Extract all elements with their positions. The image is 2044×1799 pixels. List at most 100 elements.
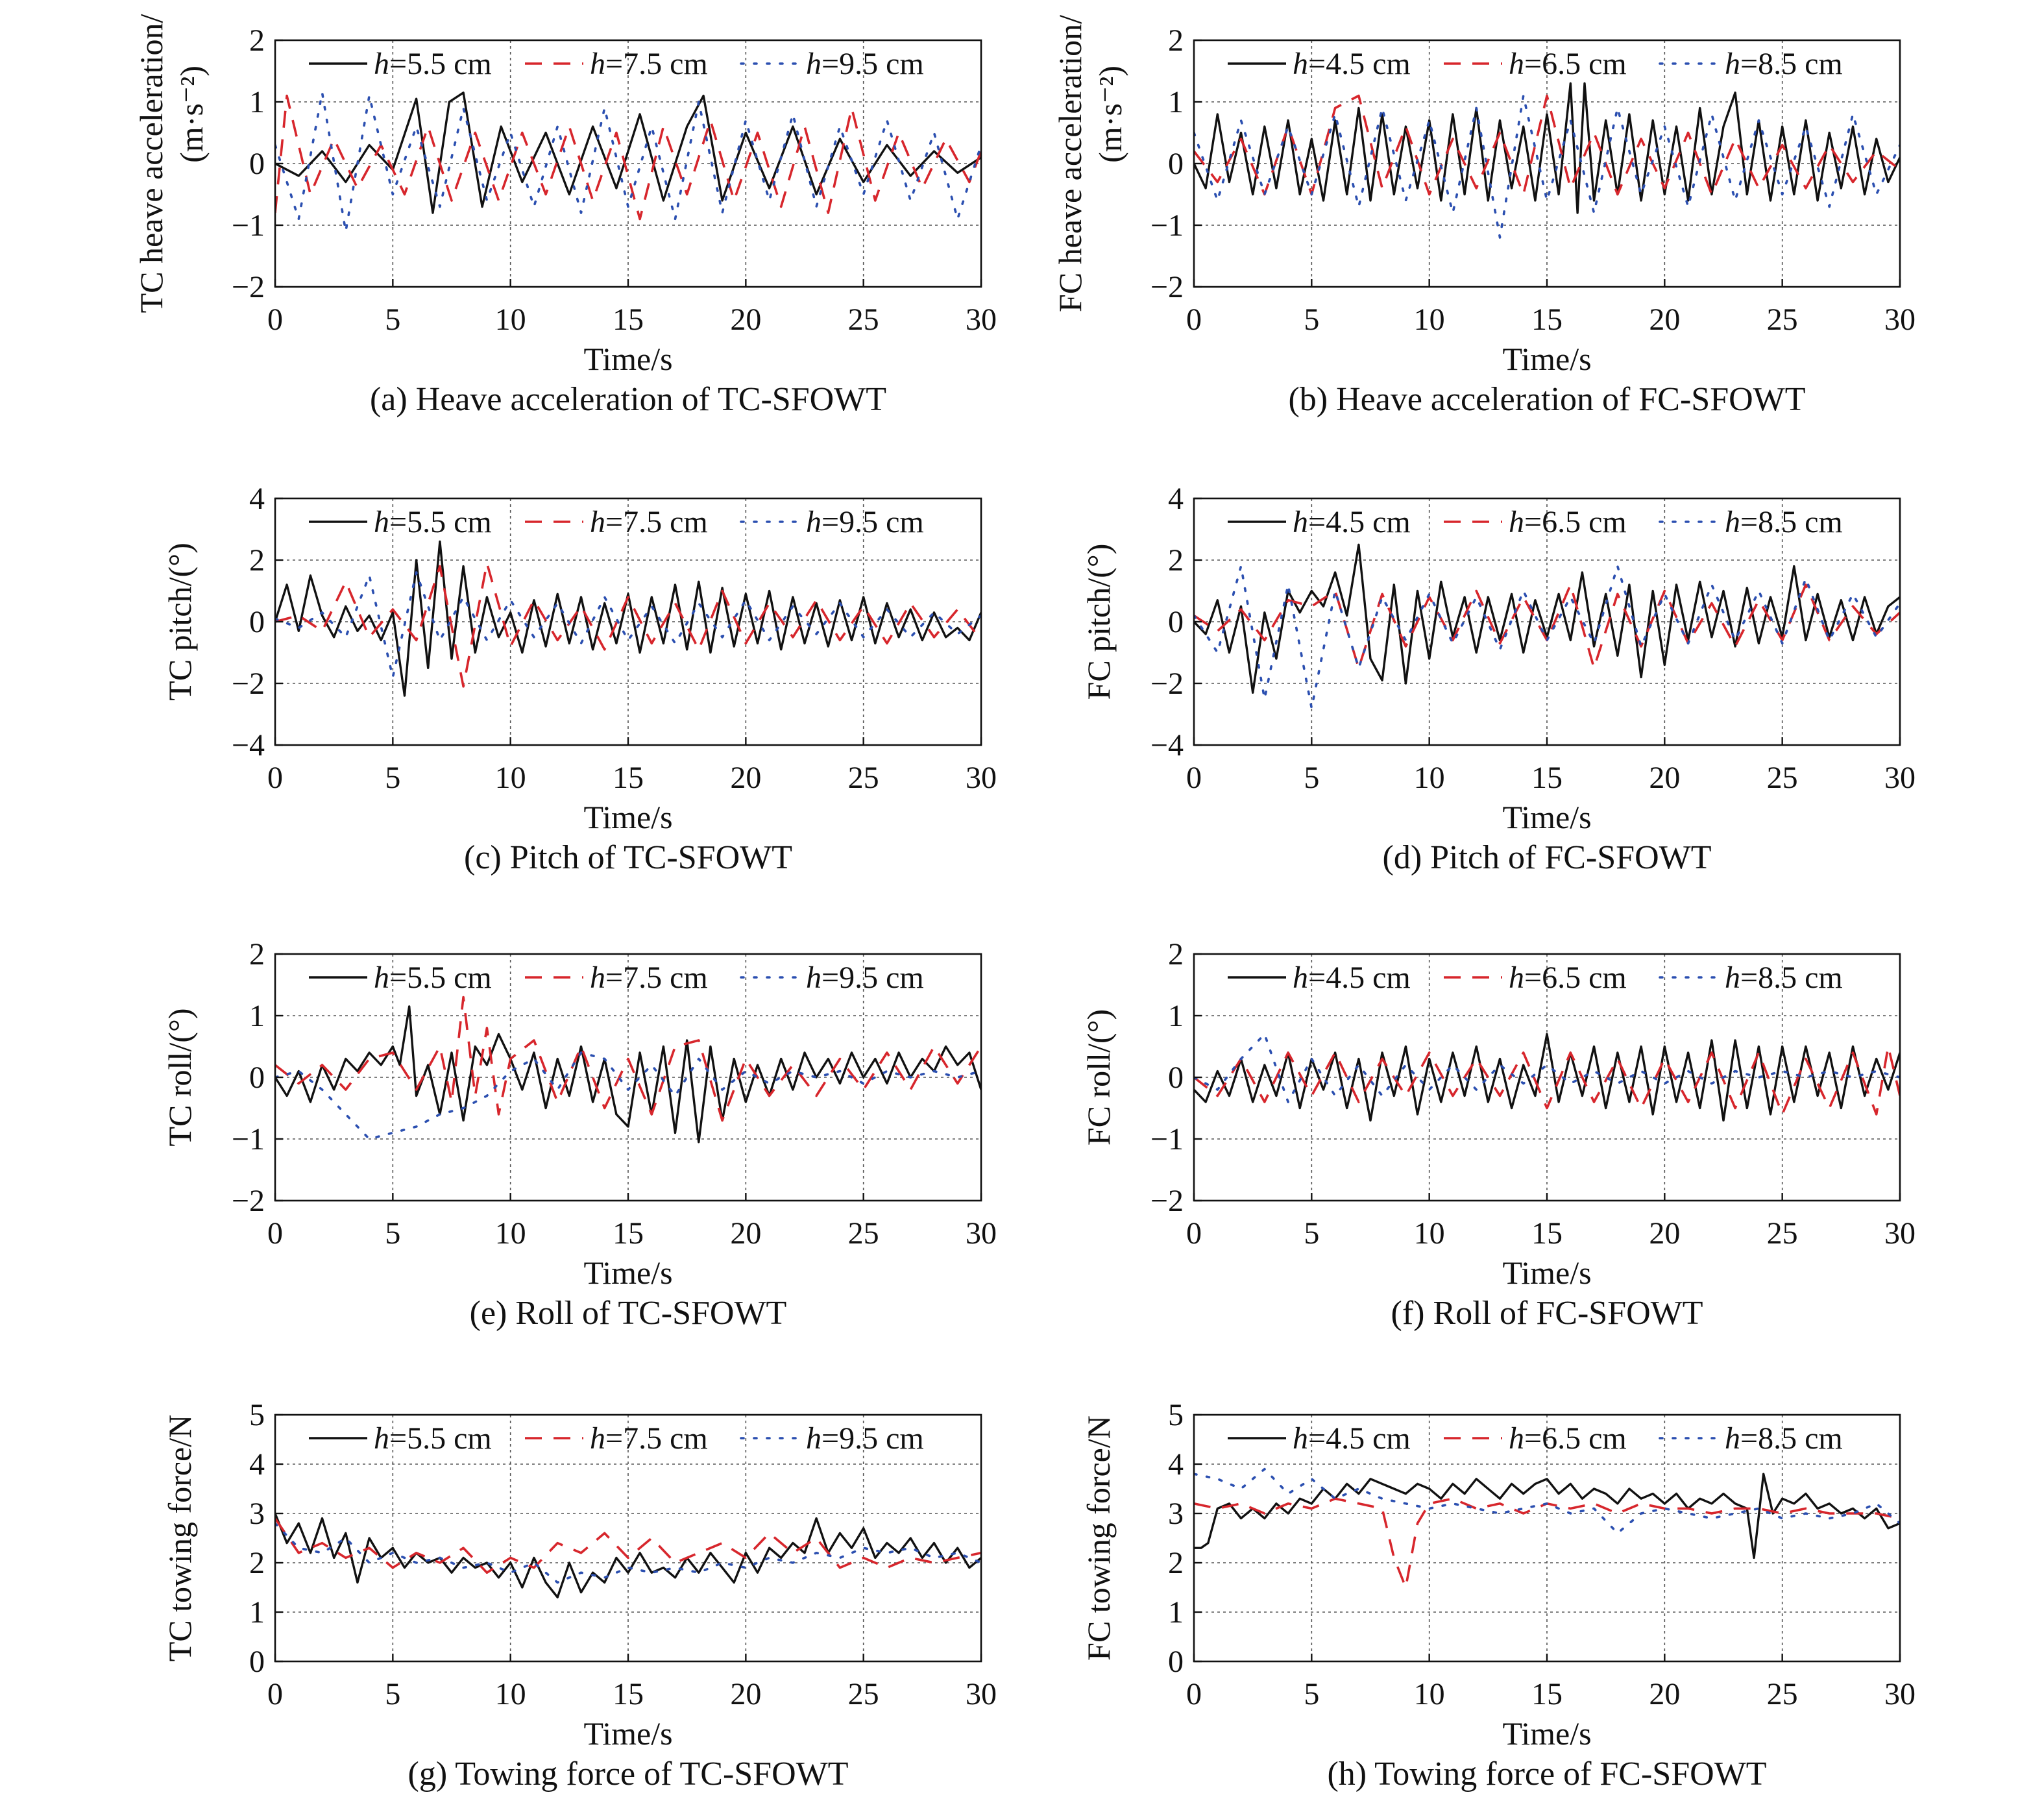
chart-caption: (d) Pitch of FC-SFOWT	[1383, 839, 1712, 876]
chart-caption: (c) Pitch of TC-SFOWT	[464, 839, 792, 876]
y-axis-label: TC roll/(°)	[162, 1008, 198, 1146]
x-tick-label: 25	[848, 761, 879, 795]
y-tick-label: 2	[249, 937, 265, 972]
y-axis-label-unit: (m·s⁻²)	[1092, 66, 1128, 163]
y-tick-label: 2	[249, 23, 265, 58]
legend-label-3: h=9.5 cm	[806, 505, 924, 539]
legend-label-3: h=8.5 cm	[1725, 961, 1843, 995]
legend-label-1: h=4.5 cm	[1293, 961, 1411, 995]
x-tick-label: 20	[730, 1216, 761, 1251]
x-tick-label: 0	[1186, 1216, 1202, 1251]
y-tick-label: 1	[249, 999, 265, 1033]
legend-label-3: h=8.5 cm	[1725, 505, 1843, 539]
y-tick-label: −1	[232, 208, 265, 243]
y-tick-label: 0	[249, 147, 265, 181]
x-tick-label: 25	[848, 1216, 879, 1251]
series-line-b-3	[1194, 94, 1900, 239]
x-tick-label: 15	[1531, 302, 1563, 337]
x-tick-label: 15	[613, 302, 644, 337]
series-line-c-3	[275, 571, 981, 679]
y-tick-label: −2	[232, 1184, 265, 1218]
x-tick-label: 10	[495, 302, 526, 337]
y-tick-label: 0	[1168, 1645, 1184, 1679]
x-tick-label: 30	[1884, 761, 1916, 795]
chart-caption: (e) Roll of TC-SFOWT	[470, 1295, 787, 1332]
x-tick-label: 15	[613, 1677, 644, 1711]
series-line-a-1	[275, 92, 981, 214]
y-tick-label: −2	[1150, 270, 1184, 304]
chart-d: 0 5 10 15 20 25 30 −4 −2 0 2 4 Time/s (d) Pitch of FC…	[1080, 482, 1916, 876]
x-tick-label: 0	[267, 1677, 283, 1711]
chart-caption: (a) Heave acceleration of TC-SFOWT	[370, 381, 886, 418]
series-line-c-1	[275, 540, 981, 697]
y-tick-label: 1	[1168, 1595, 1184, 1630]
series-line-d-1	[1194, 543, 1900, 694]
x-tick-label: 5	[385, 1216, 400, 1251]
y-tick-label: 3	[1168, 1497, 1184, 1531]
legend-label-2: h=6.5 cm	[1509, 961, 1627, 995]
x-axis-label: Time/s	[583, 799, 672, 835]
x-tick-label: 5	[1304, 302, 1319, 337]
y-tick-label: 5	[249, 1398, 265, 1432]
legend-label-2: h=6.5 cm	[1509, 47, 1627, 81]
y-axis-label: FC pitch/(°)	[1080, 544, 1117, 700]
x-tick-label: 0	[267, 1216, 283, 1251]
y-tick-label: 4	[1168, 482, 1184, 516]
x-tick-label: 5	[1304, 1216, 1319, 1251]
y-axis-label-unit: (m·s⁻²)	[173, 66, 210, 163]
x-tick-label: 20	[1649, 1677, 1680, 1711]
series-line-e-3	[275, 1051, 981, 1140]
series-line-e-1	[275, 1005, 981, 1144]
series-line-g-3	[275, 1522, 981, 1584]
legend-label-1: h=4.5 cm	[1293, 505, 1411, 539]
y-tick-label: −1	[232, 1122, 265, 1156]
x-tick-label: 10	[495, 1677, 526, 1711]
x-tick-label: 5	[385, 302, 400, 337]
chart-g: 0 5 10 15 20 25 30 0 1 2 3 4 5 Time/s (g) Towing force…	[162, 1398, 997, 1793]
legend-label-2: h=7.5 cm	[590, 505, 708, 539]
series-line-g-2	[275, 1517, 981, 1574]
x-axis-label: Time/s	[1502, 1254, 1591, 1291]
y-axis-label: FC towing force/N	[1080, 1415, 1117, 1661]
y-axis-label: FC roll/(°)	[1080, 1009, 1117, 1145]
y-tick-label: 2	[1168, 543, 1184, 578]
chart-caption: (g) Towing force of TC-SFOWT	[408, 1756, 849, 1793]
x-tick-label: 10	[1414, 761, 1445, 795]
y-tick-label: −1	[1150, 1122, 1184, 1156]
legend-label-3: h=8.5 cm	[1725, 1421, 1843, 1456]
x-tick-label: 20	[1649, 302, 1680, 337]
x-tick-label: 30	[966, 302, 997, 337]
legend-label-2: h=6.5 cm	[1509, 1421, 1627, 1456]
series-line-e-2	[275, 996, 981, 1122]
series-line-g-1	[275, 1513, 981, 1598]
series-line-h-1	[1194, 1473, 1900, 1560]
legend-label-2: h=7.5 cm	[590, 961, 708, 995]
x-axis-label: Time/s	[1502, 341, 1591, 377]
y-axis-label: TC pitch/(°)	[162, 543, 198, 701]
y-axis-label: TC towing force/N	[162, 1415, 198, 1661]
series-line-a-3	[275, 92, 981, 233]
x-tick-label: 25	[848, 1677, 879, 1711]
x-tick-label: 30	[1884, 1677, 1916, 1711]
x-axis-label: Time/s	[583, 1715, 672, 1752]
x-tick-label: 10	[495, 761, 526, 795]
x-tick-label: 15	[1531, 1216, 1563, 1251]
x-tick-label: 15	[1531, 761, 1563, 795]
chart-c: 0 5 10 15 20 25 30 −4 −2 0 2 4 Time/s (c) Pitch of TC…	[162, 482, 997, 876]
series-line-d-3	[1194, 565, 1900, 709]
x-tick-label: 25	[848, 302, 879, 337]
chart-caption: (f) Roll of FC-SFOWT	[1391, 1295, 1703, 1332]
x-tick-label: 0	[1186, 1677, 1202, 1711]
y-tick-label: 4	[249, 1447, 265, 1482]
y-tick-label: 2	[1168, 23, 1184, 58]
x-tick-label: 30	[1884, 302, 1916, 337]
y-tick-label: 1	[249, 1595, 265, 1630]
y-tick-label: −2	[232, 270, 265, 304]
x-tick-label: 25	[1767, 1216, 1798, 1251]
x-tick-label: 15	[613, 1216, 644, 1251]
y-tick-label: −2	[1150, 667, 1184, 701]
x-tick-label: 10	[495, 1216, 526, 1251]
x-tick-label: 25	[1767, 761, 1798, 795]
x-tick-label: 0	[1186, 761, 1202, 795]
legend-label-1: h=4.5 cm	[1293, 47, 1411, 81]
